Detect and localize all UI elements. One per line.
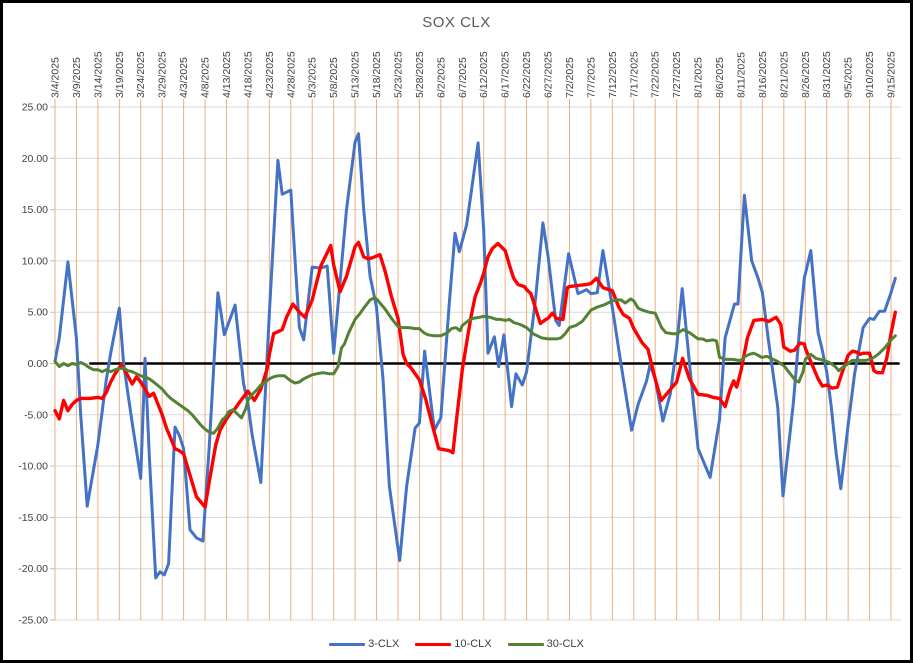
x-axis-label: 5/18/2025	[371, 51, 383, 98]
x-axis-label: 3/4/2025	[50, 57, 62, 98]
x-axis-label: 7/27/2025	[671, 51, 683, 98]
series-line-10-clx	[53, 240, 897, 509]
x-axis-label: 6/27/2025	[543, 51, 555, 98]
y-axis-label: 25.00	[22, 102, 48, 114]
legend-item-10-clx: 10-CLX	[415, 638, 492, 650]
y-axis-label: -10.00	[18, 461, 48, 473]
y-axis-label: -25.00	[18, 615, 48, 627]
x-axis-label: 3/14/2025	[92, 51, 104, 98]
y-axis-label: 20.00	[22, 153, 48, 165]
x-axis-label: 9/15/2025	[886, 51, 898, 98]
y-axis-label: 0.00	[28, 358, 49, 370]
y-axis-label: 15.00	[22, 204, 48, 216]
x-axis-label: 6/2/2025	[435, 57, 447, 98]
series-line-3-clx	[53, 132, 897, 580]
x-axis-label: 8/11/2025	[735, 52, 747, 98]
x-axis-label: 7/7/2025	[585, 57, 597, 98]
legend-label-30-clx: 30-CLX	[546, 638, 584, 650]
x-axis-label: 6/7/2025	[457, 57, 469, 98]
y-axis-label: 10.00	[22, 255, 48, 267]
x-axis-label: 4/18/2025	[242, 51, 254, 98]
x-axis-label: 7/12/2025	[607, 51, 619, 98]
x-axis-label: 5/23/2025	[392, 51, 404, 98]
x-axis-label: 8/6/2025	[714, 57, 726, 98]
x-axis-label: 8/1/2025	[693, 57, 705, 98]
x-axis-label: 8/21/2025	[778, 51, 790, 98]
x-axis-label: 4/8/2025	[200, 57, 212, 98]
x-axis-label: 4/23/2025	[264, 51, 276, 98]
x-axis-label: 4/28/2025	[285, 51, 297, 98]
chart-title: SOX CLX	[422, 14, 491, 31]
y-axis-label: 5.00	[28, 307, 49, 319]
chart-plot-area: 25.00 20.00 15.00 10.00 5.00 0.00 -5.00 -10.00 -…	[18, 51, 901, 627]
x-axis-label: 7/22/2025	[650, 51, 662, 98]
x-axis-label: 8/26/2025	[800, 51, 812, 98]
x-axis-label: 8/31/2025	[821, 51, 833, 98]
x-axis-label: 3/29/2025	[157, 51, 169, 98]
y-axis-label: -15.00	[18, 512, 48, 524]
x-axis-label: 5/3/2025	[307, 57, 319, 98]
legend-item-30-clx: 30-CLX	[507, 638, 584, 650]
x-axis-label: 3/9/2025	[71, 57, 83, 98]
x-axis-label: 7/17/2025	[628, 51, 640, 98]
legend-label-3-clx: 3-CLX	[368, 638, 400, 650]
x-axis-label: 5/28/2025	[414, 51, 426, 98]
x-axis-label: 5/13/2025	[350, 51, 362, 98]
legend-swatch-10-clx	[415, 642, 452, 646]
x-axis-label: 6/17/2025	[500, 51, 512, 98]
x-axis-label: 8/16/2025	[757, 51, 769, 98]
chart-legend: 3-CLX 10-CLX 30-CLX	[3, 634, 910, 654]
x-axis-label: 9/10/2025	[864, 51, 876, 98]
legend-label-10-clx: 10-CLX	[454, 638, 492, 650]
y-axis-label: -20.00	[18, 563, 48, 575]
x-axis-label: 5/8/2025	[328, 57, 340, 98]
x-axis-label: 6/22/2025	[521, 51, 533, 98]
x-axis-label: 3/24/2025	[135, 51, 147, 98]
legend-item-3-clx: 3-CLX	[329, 638, 399, 650]
y-axis-label: -5.00	[24, 409, 48, 421]
legend-swatch-3-clx	[329, 642, 366, 646]
x-axis-label: 9/5/2025	[843, 57, 855, 98]
x-axis-label: 4/3/2025	[178, 57, 190, 98]
x-axis-label: 6/12/2025	[478, 51, 490, 98]
legend-swatch-30-clx	[507, 642, 544, 646]
x-axis-label: 4/13/2025	[221, 51, 233, 98]
series-line-30-clx	[53, 296, 897, 435]
x-axis-label: 7/2/2025	[564, 57, 576, 98]
x-axis-label: 3/19/2025	[114, 51, 126, 98]
